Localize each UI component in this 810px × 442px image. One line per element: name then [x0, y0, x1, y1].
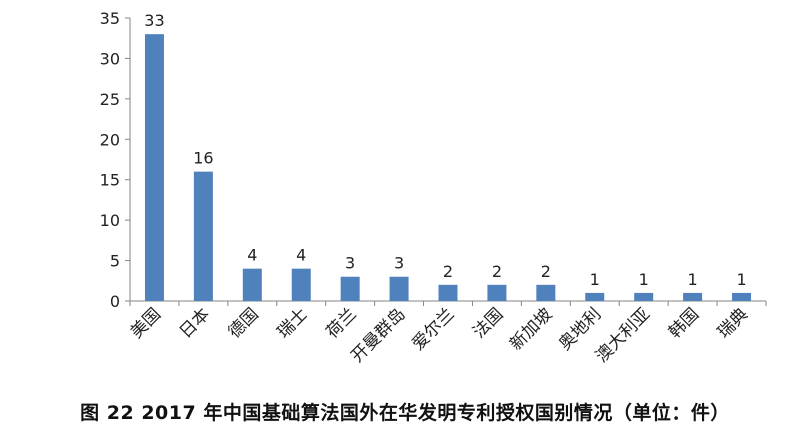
bar-chart: 0 5 10 15 20 25 30 35 33 美国 16 日本 4 德国 4 瑞士 3 荷兰 3 开曼群岛 2 爱尔兰… — [100, 9, 767, 367]
category-label: 瑞士 — [274, 304, 312, 342]
y-tick-label: 15 — [100, 171, 120, 190]
bar — [144, 34, 164, 302]
category-label: 美国 — [127, 304, 165, 342]
category-label: 瑞典 — [714, 304, 752, 342]
bar — [340, 276, 360, 301]
bar — [438, 284, 458, 301]
y-tick-label: 10 — [100, 211, 120, 230]
data-label: 2 — [541, 262, 551, 281]
y-tick-label: 20 — [100, 130, 120, 149]
category-label: 澳大利亚 — [592, 304, 654, 366]
bar — [389, 276, 409, 301]
y-tick-label: 0 — [110, 292, 120, 311]
data-label: 3 — [345, 254, 355, 273]
data-label: 1 — [688, 270, 698, 289]
bar — [732, 292, 752, 301]
bar — [683, 292, 703, 301]
bar — [585, 292, 605, 301]
category-label: 荷兰 — [323, 304, 361, 342]
category-label: 韩国 — [665, 304, 703, 342]
category-label: 开曼群岛 — [347, 304, 409, 366]
data-label: 1 — [639, 270, 649, 289]
data-label: 1 — [590, 270, 600, 289]
bar — [536, 284, 556, 301]
category-label: 新加坡 — [506, 304, 556, 354]
data-label: 16 — [193, 149, 213, 168]
data-label: 2 — [492, 262, 502, 281]
y-tick-label: 30 — [100, 49, 120, 68]
category-label: 德国 — [225, 304, 263, 342]
bar — [291, 268, 311, 301]
category-label: 日本 — [176, 304, 214, 342]
data-label: 4 — [247, 246, 257, 265]
bar — [487, 284, 507, 301]
y-tick-label: 5 — [110, 252, 120, 271]
data-label: 1 — [736, 270, 746, 289]
data-label: 3 — [394, 254, 404, 273]
category-label: 爱尔兰 — [408, 304, 458, 354]
bar — [193, 171, 213, 301]
data-label: 4 — [296, 246, 306, 265]
category-label: 法国 — [469, 304, 507, 342]
data-label: 2 — [443, 262, 453, 281]
y-tick-label: 25 — [100, 90, 120, 109]
bar — [634, 292, 654, 301]
bar — [242, 268, 262, 301]
figure-caption: 图 22 2017 年中国基础算法国外在华发明专利授权国别情况（单位：件） — [80, 402, 730, 424]
y-tick-label: 35 — [100, 9, 120, 28]
data-label: 33 — [144, 11, 164, 30]
